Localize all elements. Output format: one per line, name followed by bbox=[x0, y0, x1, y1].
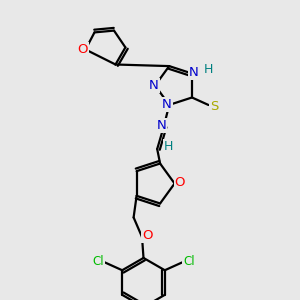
Text: Cl: Cl bbox=[183, 255, 195, 268]
Text: S: S bbox=[210, 100, 218, 113]
Text: N: N bbox=[189, 65, 198, 79]
Text: O: O bbox=[142, 229, 153, 242]
Text: N: N bbox=[162, 98, 172, 111]
Text: H: H bbox=[164, 140, 173, 152]
Text: Cl: Cl bbox=[92, 255, 104, 268]
Text: N: N bbox=[149, 79, 159, 92]
Text: O: O bbox=[175, 176, 185, 189]
Text: H: H bbox=[204, 62, 213, 76]
Text: N: N bbox=[157, 119, 166, 132]
Text: O: O bbox=[77, 43, 88, 56]
